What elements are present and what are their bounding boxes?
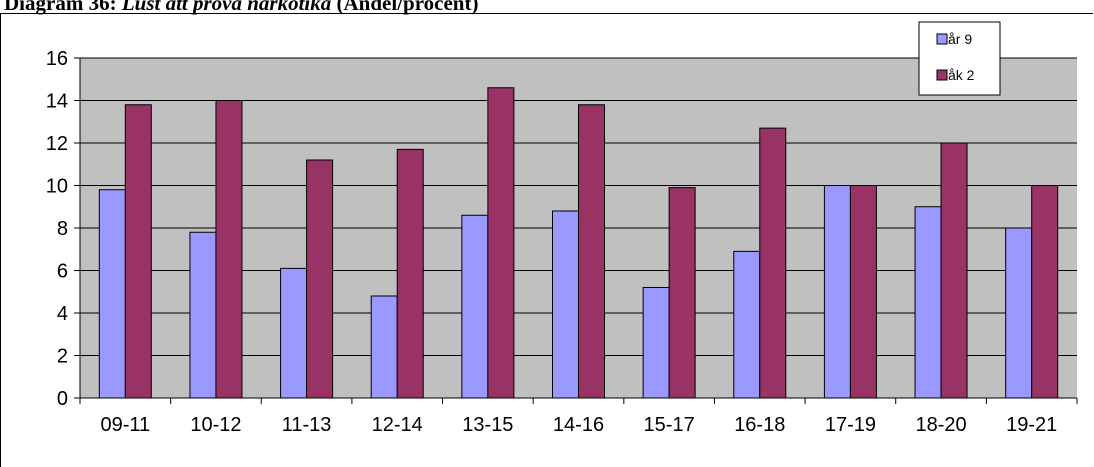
- bar-series2-16-18: [759, 127, 787, 399]
- bar-series1-10-12: [189, 231, 217, 399]
- bar-series1-13-15: [461, 214, 489, 399]
- bar-series1-19-21: [1005, 227, 1033, 399]
- bars: [98, 87, 1059, 399]
- axes: [74, 57, 1078, 404]
- x-tick-label: 13-15: [462, 414, 513, 436]
- y-tick-label: 12: [46, 133, 68, 155]
- bar-series1-16-18: [733, 250, 761, 399]
- legend-box: [918, 21, 1001, 96]
- y-tick-label: 10: [46, 176, 68, 198]
- x-tick-label: 09-11: [100, 414, 150, 436]
- bar-series1-18-20: [914, 206, 942, 399]
- title-suffix: (Andel/procent): [336, 0, 479, 15]
- y-tick-label: 16: [46, 48, 68, 70]
- y-tick-label: 0: [57, 388, 68, 410]
- bar-series2-14-16: [578, 104, 605, 399]
- bar-series2-12-14: [396, 148, 424, 399]
- y-tick-label: 14: [46, 91, 68, 113]
- bar-series2-11-13: [306, 159, 334, 399]
- x-tick-label: 14-16: [553, 414, 604, 436]
- x-tick-labels: 09-11 10-12 11-13 12-14 13-15 14-16 15-17 16-18…: [100, 414, 1057, 436]
- y-tick-label: 8: [57, 218, 68, 240]
- x-tick-label: 16-18: [734, 414, 785, 436]
- title-italic: Lust att prova narkotika: [121, 0, 332, 15]
- legend-swatch-series2: [936, 69, 948, 81]
- x-tick-label: 12-14: [372, 414, 423, 436]
- legend-swatch-series1: [936, 33, 948, 45]
- legend-label-series2: åk 2: [948, 67, 975, 83]
- x-tick-label: 17-19: [825, 414, 876, 436]
- bar-series1-12-14: [370, 295, 398, 399]
- bar-series1-17-19: [823, 185, 851, 399]
- bar-series2-17-19: [849, 185, 877, 399]
- bar-series2-18-20: [940, 142, 968, 399]
- x-tick-label: 11-13: [282, 414, 332, 436]
- x-tick-label: 19-21: [1006, 414, 1057, 436]
- bar-series2-15-17: [668, 187, 696, 399]
- bar-series2-09-11: [124, 104, 152, 399]
- bar-series2-13-15: [487, 87, 515, 399]
- bar-series1-11-13: [280, 267, 308, 399]
- title-prefix: Diagram 36:: [4, 0, 117, 15]
- chart-title: Diagram 36: Lust att prova narkotika (An…: [4, 0, 478, 15]
- y-tick-label: 2: [57, 346, 68, 368]
- legend: år 9 åk 2: [918, 21, 1001, 96]
- x-tick-label: 18-20: [915, 414, 966, 436]
- bar-series1-15-17: [642, 287, 670, 399]
- bar-series2-10-12: [215, 100, 243, 399]
- bar-series1-09-11: [98, 189, 126, 399]
- chart-frame: [0, 13, 1093, 467]
- y-tick-labels: 0 2 4 6 8 10 12 14 16: [46, 48, 68, 410]
- bar-series2-19-21: [1031, 185, 1059, 399]
- y-tick-label: 6: [57, 261, 68, 283]
- x-tick-label: 10-12: [190, 414, 241, 436]
- y-tick-label: 4: [57, 303, 68, 325]
- bar-series1-14-16: [552, 210, 579, 399]
- x-tick-label: 15-17: [644, 414, 695, 436]
- legend-label-series1: år 9: [948, 31, 972, 47]
